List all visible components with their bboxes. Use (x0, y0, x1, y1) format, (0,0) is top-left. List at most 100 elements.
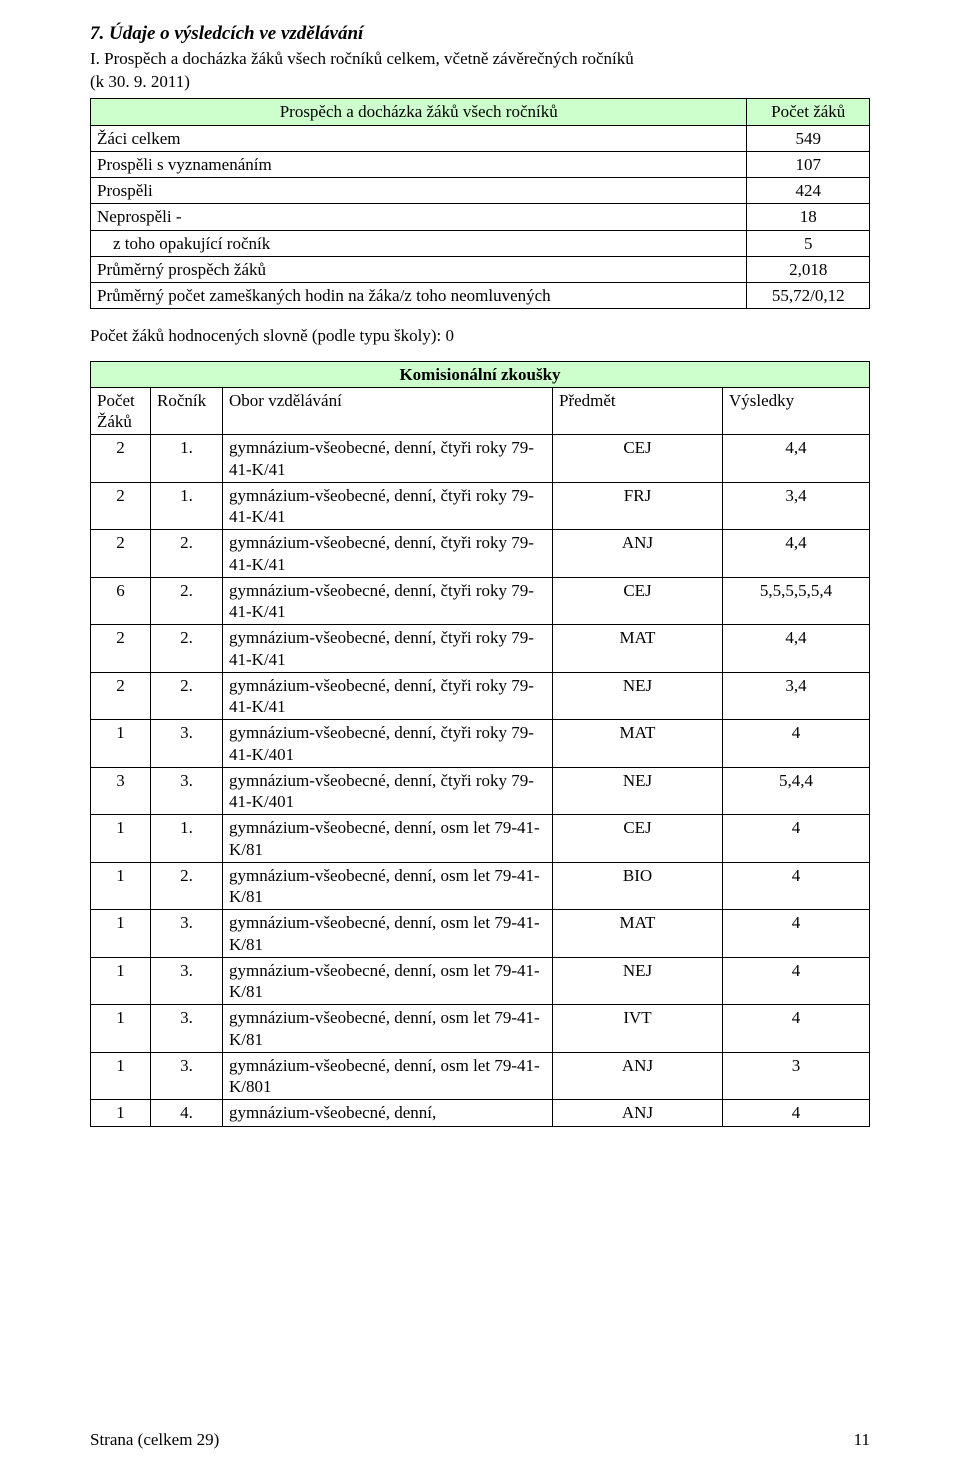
attendance-row: Průměrný počet zameškaných hodin na žáka… (91, 283, 870, 309)
exam-row: 21.gymnázium-všeobecné, denní, čtyři rok… (91, 482, 870, 530)
exam-predmet: NEJ (553, 672, 723, 720)
exam-predmet: NEJ (553, 957, 723, 1005)
attendance-row-label: Prospěli s vyznamenáním (91, 151, 747, 177)
exam-row: 33.gymnázium-všeobecné, denní, čtyři rok… (91, 767, 870, 815)
exam-pocet: 2 (91, 625, 151, 673)
exam-vysledky: 4 (723, 815, 870, 863)
exam-obor: gymnázium-všeobecné, denní, osm let 79-4… (223, 1005, 553, 1053)
slovne-line: Počet žáků hodnocených slovně (podle typ… (90, 325, 870, 346)
exam-vysledky: 4,4 (723, 435, 870, 483)
exams-table-title-row: Komisionální zkoušky (91, 361, 870, 387)
attendance-row-value: 5 (747, 230, 870, 256)
attendance-row: Žáci celkem549 (91, 125, 870, 151)
exam-vysledky: 5,5,5,5,5,4 (723, 577, 870, 625)
exam-obor: gymnázium-všeobecné, denní, čtyři roky 7… (223, 530, 553, 578)
exam-rocnik: 2. (151, 672, 223, 720)
exam-predmet: FRJ (553, 482, 723, 530)
exam-rocnik: 4. (151, 1100, 223, 1126)
attendance-row-value: 424 (747, 178, 870, 204)
exam-row: 13.gymnázium-všeobecné, denní, osm let 7… (91, 1052, 870, 1100)
exams-table-title: Komisionální zkoušky (91, 361, 870, 387)
attendance-row-label: Žáci celkem (91, 125, 747, 151)
exam-row: 62.gymnázium-všeobecné, denní, čtyři rok… (91, 577, 870, 625)
exam-vysledky: 4 (723, 862, 870, 910)
exam-obor: gymnázium-všeobecné, denní, čtyři roky 7… (223, 625, 553, 673)
exam-rocnik: 3. (151, 957, 223, 1005)
exam-pocet: 1 (91, 815, 151, 863)
exam-obor: gymnázium-všeobecné, denní, čtyři roky 7… (223, 720, 553, 768)
exam-predmet: ANJ (553, 530, 723, 578)
exam-vysledky: 4 (723, 1005, 870, 1053)
exam-rocnik: 3. (151, 1005, 223, 1053)
exam-predmet: CEJ (553, 577, 723, 625)
exams-table-header-row: Počet Žáků Ročník Obor vzdělávání Předmě… (91, 387, 870, 435)
attendance-table-header: Prospěch a docházka žáků všech ročníků P… (91, 99, 870, 125)
footer-right: 11 (854, 1429, 870, 1450)
exam-pocet: 1 (91, 1005, 151, 1053)
exam-obor: gymnázium-všeobecné, denní, čtyři roky 7… (223, 767, 553, 815)
exam-vysledky: 4 (723, 910, 870, 958)
exam-rocnik: 1. (151, 482, 223, 530)
exam-obor: gymnázium-všeobecné, denní, osm let 79-4… (223, 1052, 553, 1100)
exam-row: 11.gymnázium-všeobecné, denní, osm let 7… (91, 815, 870, 863)
exam-vysledky: 4 (723, 957, 870, 1005)
col-pocet-label-1: Počet (97, 391, 135, 410)
col-predmet: Předmět (553, 387, 723, 435)
document-page: 7. Údaje o výsledcích ve vzdělávání I. P… (0, 0, 960, 1478)
exam-rocnik: 2. (151, 862, 223, 910)
exam-rocnik: 2. (151, 577, 223, 625)
exam-vysledky: 5,4,4 (723, 767, 870, 815)
attendance-row: Prospěli424 (91, 178, 870, 204)
exam-pocet: 1 (91, 910, 151, 958)
exam-row: 13.gymnázium-všeobecné, denní, čtyři rok… (91, 720, 870, 768)
exam-pocet: 2 (91, 482, 151, 530)
exam-predmet: CEJ (553, 815, 723, 863)
exam-vysledky: 3 (723, 1052, 870, 1100)
attendance-row: z toho opakující ročník5 (91, 230, 870, 256)
exam-obor: gymnázium-všeobecné, denní, osm let 79-4… (223, 910, 553, 958)
section-subheading: I. Prospěch a docházka žáků všech ročník… (90, 48, 870, 69)
attendance-header-left: Prospěch a docházka žáků všech ročníků (91, 99, 747, 125)
exam-predmet: BIO (553, 862, 723, 910)
exam-obor: gymnázium-všeobecné, denní, čtyři roky 7… (223, 577, 553, 625)
exam-predmet: IVT (553, 1005, 723, 1053)
attendance-row-label: z toho opakující ročník (91, 230, 747, 256)
exam-pocet: 1 (91, 957, 151, 1005)
exam-predmet: NEJ (553, 767, 723, 815)
footer-left: Strana (celkem 29) (90, 1429, 219, 1450)
exam-predmet: MAT (553, 720, 723, 768)
section-date: (k 30. 9. 2011) (90, 71, 870, 92)
exam-obor: gymnázium-všeobecné, denní, (223, 1100, 553, 1126)
exam-predmet: ANJ (553, 1100, 723, 1126)
exam-row: 22.gymnázium-všeobecné, denní, čtyři rok… (91, 530, 870, 578)
attendance-row: Neprospěli -18 (91, 204, 870, 230)
attendance-row-value: 107 (747, 151, 870, 177)
exam-pocet: 2 (91, 530, 151, 578)
exam-rocnik: 3. (151, 720, 223, 768)
exam-vysledky: 4 (723, 720, 870, 768)
exam-pocet: 2 (91, 435, 151, 483)
exam-pocet: 2 (91, 672, 151, 720)
exam-rocnik: 2. (151, 530, 223, 578)
attendance-row-value: 55,72/0,12 (747, 283, 870, 309)
exam-row: 22.gymnázium-všeobecné, denní, čtyři rok… (91, 672, 870, 720)
exam-obor: gymnázium-všeobecné, denní, osm let 79-4… (223, 815, 553, 863)
exam-obor: gymnázium-všeobecné, denní, osm let 79-4… (223, 957, 553, 1005)
section-heading: 7. Údaje o výsledcích ve vzdělávání (90, 22, 870, 46)
exam-pocet: 1 (91, 1052, 151, 1100)
exam-pocet: 6 (91, 577, 151, 625)
exam-row: 13.gymnázium-všeobecné, denní, osm let 7… (91, 957, 870, 1005)
attendance-table: Prospěch a docházka žáků všech ročníků P… (90, 98, 870, 309)
exam-row: 13.gymnázium-všeobecné, denní, osm let 7… (91, 1005, 870, 1053)
attendance-row-label: Prospěli (91, 178, 747, 204)
exam-obor: gymnázium-všeobecné, denní, čtyři roky 7… (223, 482, 553, 530)
exam-predmet: MAT (553, 625, 723, 673)
exam-predmet: CEJ (553, 435, 723, 483)
exam-rocnik: 2. (151, 625, 223, 673)
attendance-header-right: Počet žáků (747, 99, 870, 125)
exam-rocnik: 3. (151, 1052, 223, 1100)
exam-vysledky: 3,4 (723, 482, 870, 530)
exam-rocnik: 3. (151, 767, 223, 815)
exam-vysledky: 4,4 (723, 625, 870, 673)
exam-pocet: 1 (91, 720, 151, 768)
